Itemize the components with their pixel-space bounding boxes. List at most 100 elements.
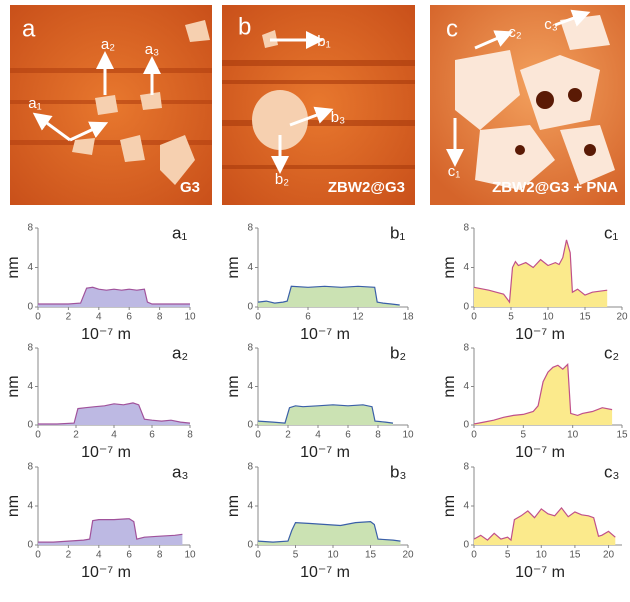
arrow-label: a₂ bbox=[101, 36, 115, 53]
x-tick-label: 15 bbox=[569, 550, 581, 561]
x-tick-label: 10 bbox=[184, 550, 196, 561]
y-tick-label: 8 bbox=[463, 223, 469, 234]
y-tick-label: 4 bbox=[247, 501, 253, 512]
x-axis-label: 10⁻⁷ m bbox=[515, 326, 565, 343]
x-tick-label: 0 bbox=[35, 430, 41, 441]
y-axis-label: nm bbox=[225, 495, 242, 517]
y-tick-label: 4 bbox=[463, 501, 469, 512]
x-axis-label: 10⁻⁷ m bbox=[515, 444, 565, 461]
y-axis-label: nm bbox=[225, 256, 242, 278]
x-tick-label: 6 bbox=[305, 312, 311, 323]
x-tick-label: 8 bbox=[157, 312, 163, 323]
chart-title: b₃ bbox=[390, 462, 406, 481]
x-tick-label: 15 bbox=[365, 550, 377, 561]
area bbox=[258, 286, 400, 307]
x-tick-label: 10 bbox=[542, 312, 554, 323]
y-axis-label: nm bbox=[225, 375, 242, 397]
y-tick-label: 4 bbox=[247, 381, 253, 392]
line bbox=[257, 404, 394, 424]
y-tick-label: 8 bbox=[463, 343, 469, 354]
y-tick-label: 0 bbox=[247, 420, 253, 431]
y-tick-label: 8 bbox=[247, 343, 253, 354]
holes bbox=[515, 88, 596, 156]
chart-title: a₁ bbox=[172, 223, 187, 242]
panel-letter: c bbox=[446, 15, 458, 42]
x-tick-label: 0 bbox=[255, 430, 261, 441]
x-tick-label: 0 bbox=[255, 312, 261, 323]
y-tick-label: 8 bbox=[463, 462, 469, 473]
line bbox=[257, 285, 400, 306]
arrow-label: c₁ bbox=[448, 163, 461, 180]
y-tick-label: 0 bbox=[27, 302, 33, 313]
x-tick-label: 4 bbox=[96, 312, 102, 323]
arrow-label: b₂ bbox=[275, 171, 289, 188]
area bbox=[38, 402, 190, 425]
x-tick-label: 5 bbox=[521, 430, 527, 441]
line bbox=[38, 518, 183, 543]
image-caption: ZBW2@G3 bbox=[328, 179, 405, 196]
area bbox=[474, 364, 613, 425]
y-tick-label: 8 bbox=[27, 462, 33, 473]
y-axis-label: nm bbox=[441, 375, 458, 397]
x-axis-label: 10⁻⁷ m bbox=[515, 564, 565, 581]
y-tick-label: 4 bbox=[27, 262, 33, 273]
y-tick-label: 0 bbox=[463, 302, 469, 313]
y-tick-label: 0 bbox=[463, 540, 469, 551]
x-axis-label: 10⁻⁷ m bbox=[300, 326, 350, 343]
image-caption: ZBW2@G3 + PNA bbox=[492, 179, 618, 196]
x-tick-label: 0 bbox=[35, 550, 41, 561]
chart-title: c₂ bbox=[604, 343, 619, 362]
y-tick-label: 4 bbox=[463, 262, 469, 273]
x-tick-label: 8 bbox=[157, 550, 163, 561]
x-axis-label: 10⁻⁷ m bbox=[81, 326, 131, 343]
y-tick-label: 4 bbox=[247, 262, 253, 273]
x-axis-label: 10⁻⁷ m bbox=[300, 564, 350, 581]
x-axis-label: 10⁻⁷ m bbox=[81, 444, 131, 461]
line bbox=[38, 402, 191, 425]
y-tick-label: 0 bbox=[463, 420, 469, 431]
x-tick-label: 8 bbox=[375, 430, 381, 441]
line bbox=[473, 506, 616, 542]
panel-letter: a bbox=[22, 15, 36, 42]
y-axis-label: nm bbox=[441, 256, 458, 278]
flakes bbox=[455, 15, 615, 190]
panel-letter: b bbox=[238, 13, 251, 40]
x-tick-label: 5 bbox=[508, 312, 514, 323]
x-tick-label: 6 bbox=[149, 430, 155, 441]
y-tick-label: 0 bbox=[247, 302, 253, 313]
x-tick-label: 0 bbox=[471, 430, 477, 441]
y-tick-label: 8 bbox=[247, 223, 253, 234]
line bbox=[473, 363, 613, 425]
y-axis-label: nm bbox=[5, 375, 22, 397]
x-tick-label: 2 bbox=[66, 550, 72, 561]
x-tick-label: 10 bbox=[184, 312, 196, 323]
x-tick-label: 18 bbox=[402, 312, 414, 323]
x-axis-label: 10⁻⁷ m bbox=[81, 564, 131, 581]
area bbox=[474, 507, 616, 545]
x-tick-label: 4 bbox=[111, 430, 117, 441]
x-tick-label: 6 bbox=[345, 430, 351, 441]
x-tick-label: 0 bbox=[255, 550, 261, 561]
x-tick-label: 4 bbox=[315, 430, 321, 441]
line bbox=[257, 520, 401, 543]
y-tick-label: 4 bbox=[27, 501, 33, 512]
x-tick-label: 0 bbox=[35, 312, 41, 323]
x-tick-label: 20 bbox=[616, 312, 628, 323]
x-tick-label: 0 bbox=[471, 550, 477, 561]
x-tick-label: 2 bbox=[73, 430, 79, 441]
y-tick-label: 8 bbox=[27, 343, 33, 354]
x-tick-label: 5 bbox=[293, 550, 299, 561]
x-tick-label: 10 bbox=[327, 550, 339, 561]
area bbox=[258, 404, 393, 425]
line bbox=[473, 239, 608, 304]
arrow-label: c₂ bbox=[508, 24, 522, 41]
y-tick-label: 8 bbox=[27, 223, 33, 234]
profile-arrows bbox=[32, 9, 591, 174]
area bbox=[474, 239, 608, 307]
y-tick-label: 0 bbox=[247, 540, 253, 551]
x-tick-label: 4 bbox=[96, 550, 102, 561]
line bbox=[38, 286, 190, 305]
x-tick-label: 2 bbox=[285, 430, 291, 441]
x-tick-label: 10 bbox=[567, 430, 579, 441]
